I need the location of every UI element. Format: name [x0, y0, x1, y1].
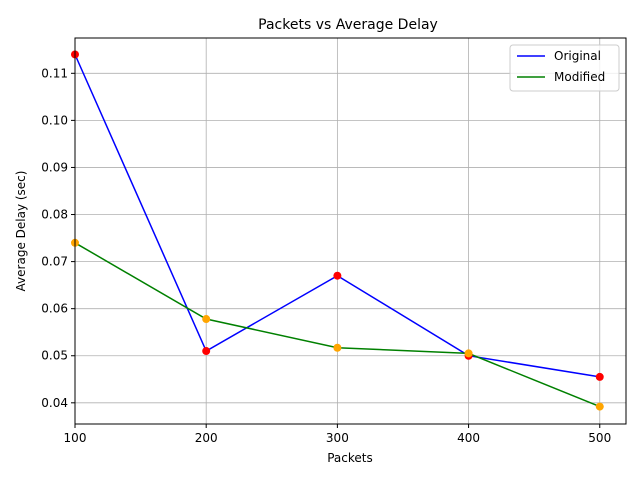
grid: [74, 38, 626, 424]
x-tick-label: 300: [326, 431, 349, 445]
x-tick-label: 500: [588, 431, 611, 445]
legend: Original Modified: [509, 44, 620, 92]
chart-title: Packets vs Average Delay: [258, 17, 438, 33]
y-tick-label: 0.05: [41, 349, 68, 363]
axis-ticks: 100 200 300 400 500 0.04 0.05 0.06 0.07 0.08 0.09 0…: [41, 66, 611, 445]
data-point-modified: [464, 349, 473, 358]
data-point-modified: [333, 343, 342, 352]
x-tick-label: 100: [64, 431, 87, 445]
y-tick-label: 0.10: [41, 113, 68, 127]
data-point-original: [333, 271, 342, 280]
y-tick-label: 0.07: [41, 255, 68, 269]
legend-label-modified: Modified: [554, 70, 605, 84]
x-tick-label: 400: [457, 431, 480, 445]
data-point-original: [595, 372, 604, 381]
legend-label-original: Original: [554, 49, 601, 63]
data-point-modified: [595, 402, 604, 411]
data-point-original: [202, 347, 211, 356]
plot-frame: [74, 37, 627, 425]
series-layer: [71, 50, 604, 411]
y-tick-label: 0.08: [41, 208, 68, 222]
x-axis-label: Packets: [327, 451, 373, 465]
data-point-modified: [202, 315, 211, 324]
y-tick-label: 0.06: [41, 302, 68, 316]
y-tick-label: 0.09: [41, 160, 68, 174]
y-axis-label: Average Delay (sec): [14, 171, 28, 292]
x-tick-label: 200: [195, 431, 218, 445]
y-tick-label: 0.04: [41, 396, 68, 410]
y-tick-label: 0.11: [41, 66, 68, 80]
